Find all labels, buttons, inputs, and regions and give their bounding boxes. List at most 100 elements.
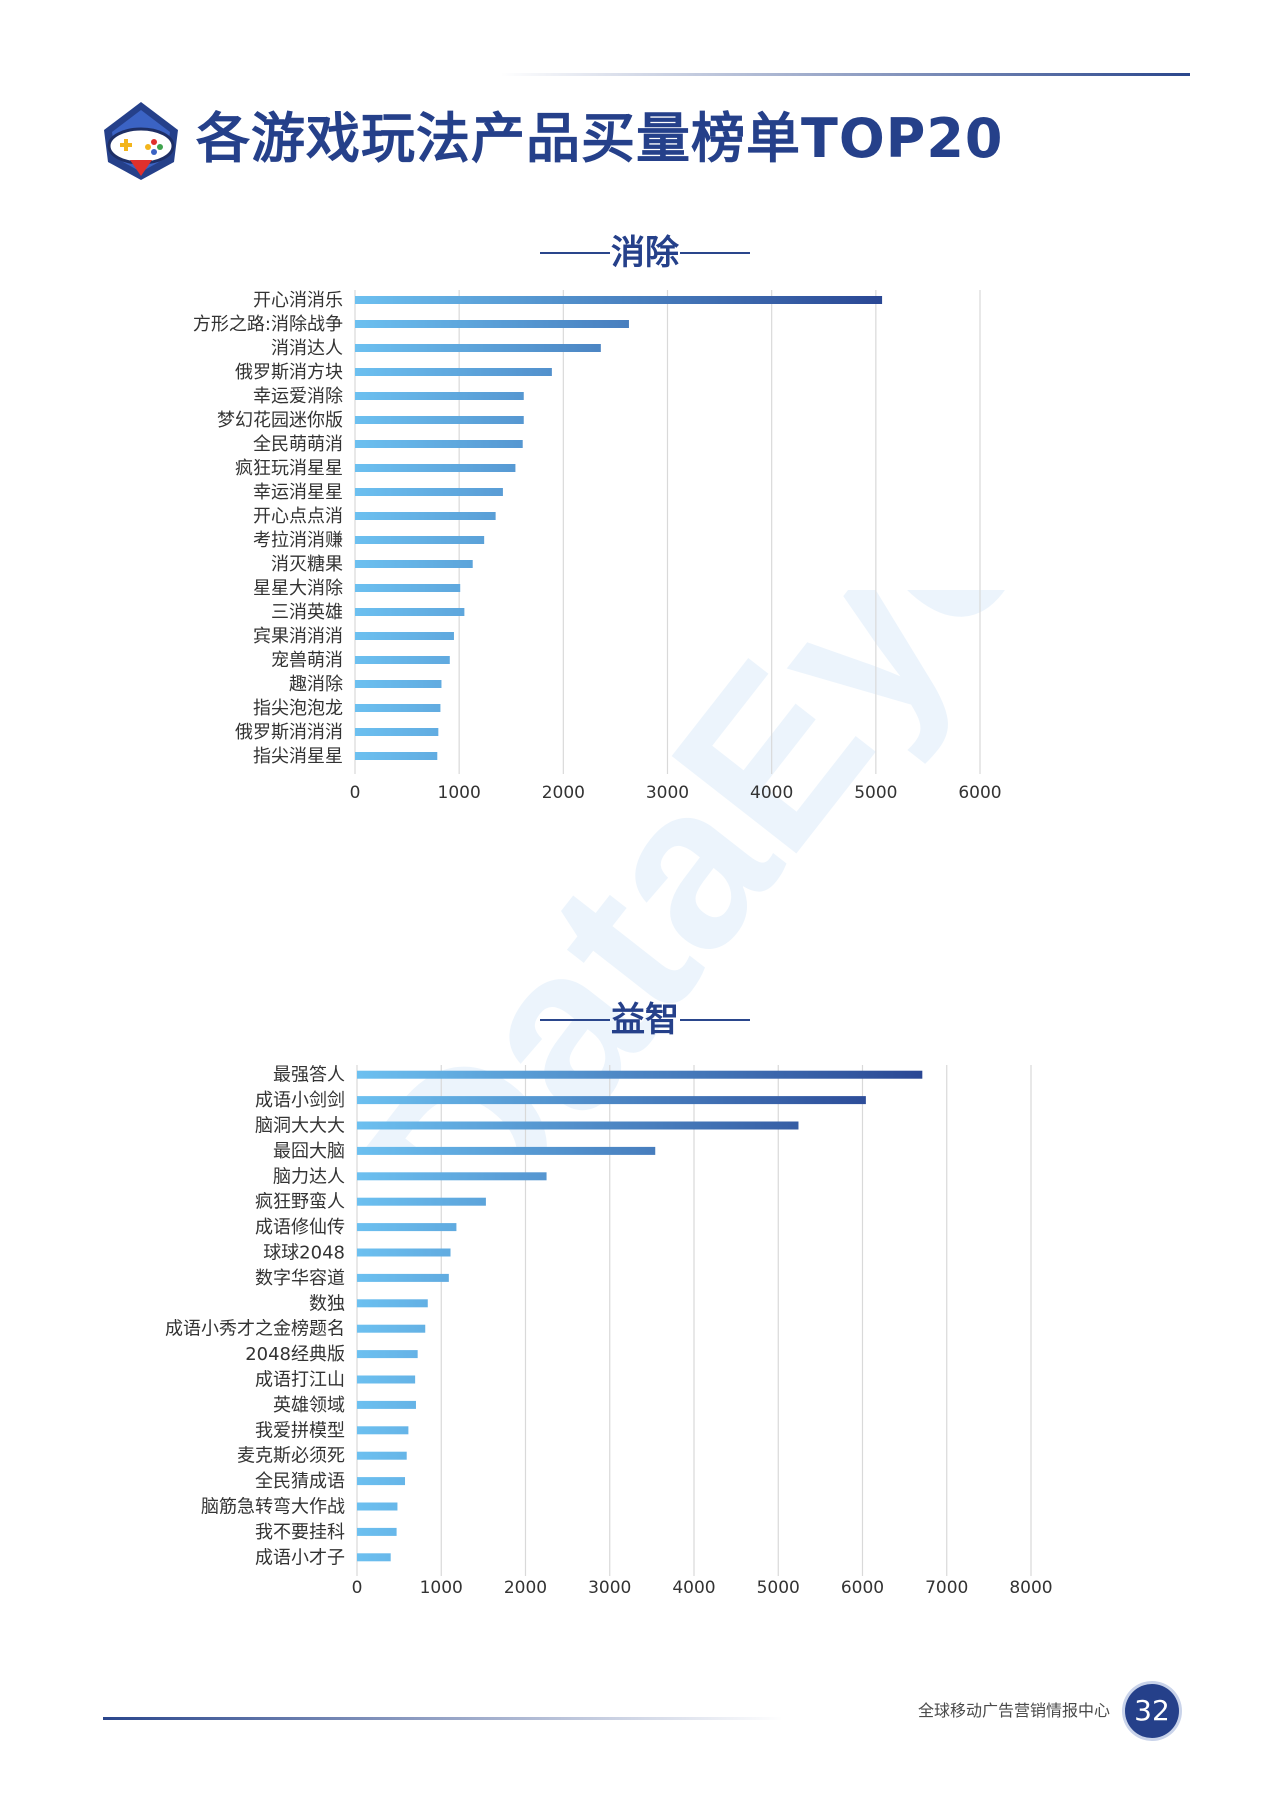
bar	[357, 1350, 418, 1359]
bar	[355, 416, 524, 424]
bar	[355, 320, 629, 328]
x-tick-label: 4000	[750, 783, 793, 803]
bar	[355, 536, 485, 544]
bar	[357, 1273, 449, 1282]
category-label: 方形之路:消除战争	[193, 314, 343, 335]
category-label: 脑洞大大大	[255, 1116, 345, 1137]
footer-rule	[103, 1717, 783, 1720]
category-label: 成语小才子	[255, 1547, 345, 1568]
x-tick-label: 4000	[672, 1578, 715, 1598]
category-label: 三消英雄	[271, 602, 343, 623]
category-label: 幸运爱消除	[253, 386, 343, 407]
bar	[357, 1375, 416, 1384]
bar	[357, 1477, 406, 1486]
bar	[357, 1223, 457, 1232]
bar	[355, 608, 465, 616]
category-label: 疯狂野蛮人	[255, 1192, 345, 1213]
category-label: 俄罗斯消方块	[235, 362, 343, 383]
x-tick-label: 6000	[958, 783, 1001, 803]
bar	[355, 728, 439, 736]
category-label: 消灭糖果	[271, 554, 343, 575]
bar	[355, 704, 441, 712]
category-label: 指尖泡泡龙	[253, 698, 343, 719]
bar	[357, 1527, 397, 1536]
bar	[357, 1172, 547, 1181]
elimination-bar-chart: 开心消消乐方形之路:消除战争消消达人俄罗斯消方块幸运爱消除梦幻花园迷你版全民萌萌…	[193, 290, 1002, 803]
category-label: 脑力达人	[273, 1166, 345, 1187]
bar	[355, 368, 552, 376]
header-rule	[500, 73, 1190, 76]
bar	[357, 1096, 866, 1105]
category-label: 最囧大脑	[273, 1141, 345, 1162]
bar	[355, 512, 496, 520]
bar	[357, 1502, 398, 1511]
category-label: 开心点点消	[253, 506, 343, 527]
bar	[357, 1197, 486, 1206]
bar	[357, 1121, 799, 1130]
category-label: 考拉消消赚	[253, 530, 343, 551]
x-tick-label: 1000	[420, 1578, 463, 1598]
bar	[355, 560, 473, 568]
category-label: 指尖消星星	[253, 746, 343, 767]
bar	[357, 1426, 409, 1435]
x-tick-label: 8000	[1009, 1578, 1052, 1598]
heading-rule-left	[540, 252, 610, 254]
x-tick-label: 0	[352, 1578, 363, 1598]
gamepad-logo-icon	[104, 102, 178, 180]
bar	[355, 752, 438, 760]
x-tick-label: 2000	[504, 1578, 547, 1598]
bar	[357, 1400, 416, 1409]
page-number-badge: 32	[1125, 1684, 1179, 1738]
bar	[357, 1451, 407, 1460]
category-label: 麦克斯必须死	[237, 1446, 345, 1467]
bar	[357, 1299, 428, 1308]
category-label: 消消达人	[271, 338, 343, 359]
bar	[357, 1553, 391, 1562]
category-label: 疯狂玩消星星	[235, 458, 343, 479]
category-label: 数独	[309, 1293, 345, 1314]
x-tick-label: 2000	[542, 783, 585, 803]
bar	[355, 296, 883, 304]
bar	[355, 392, 524, 400]
category-label: 幸运消星星	[253, 482, 343, 503]
section-heading-elimination: 消除	[500, 228, 760, 278]
page-title: 各游戏玩法产品买量榜单TOP20	[196, 107, 1004, 170]
heading-rule-right	[680, 252, 750, 254]
category-label: 数字华容道	[255, 1268, 345, 1289]
bar	[355, 488, 503, 496]
bar	[355, 680, 442, 688]
category-label: 梦幻花园迷你版	[217, 410, 343, 431]
bar	[355, 440, 523, 448]
category-label: 我爱拼模型	[255, 1420, 345, 1441]
bar	[357, 1146, 656, 1155]
x-tick-label: 1000	[438, 783, 481, 803]
x-tick-label: 0	[350, 783, 361, 803]
category-label: 我不要挂科	[255, 1522, 345, 1543]
section-title-puzzle: 益智	[611, 1000, 679, 1040]
category-label: 全民猜成语	[255, 1471, 345, 1492]
category-label: 最强答人	[273, 1065, 345, 1086]
category-label: 开心消消乐	[253, 290, 343, 311]
bar	[357, 1070, 923, 1079]
category-label: 2048经典版	[245, 1344, 345, 1365]
bar	[357, 1324, 426, 1333]
category-label: 成语打江山	[255, 1370, 345, 1391]
category-label: 全民萌萌消	[253, 434, 343, 455]
x-tick-label: 6000	[841, 1578, 884, 1598]
bar	[355, 632, 454, 640]
bar	[355, 464, 516, 472]
heading-rule-right	[680, 1019, 750, 1021]
section-title-elimination: 消除	[611, 233, 679, 273]
x-tick-label: 7000	[925, 1578, 968, 1598]
heading-rule-left	[540, 1019, 610, 1021]
bar	[355, 344, 601, 352]
category-label: 宠兽萌消	[271, 650, 343, 671]
category-label: 星星大消除	[253, 578, 343, 599]
category-label: 宾果消消消	[253, 626, 343, 647]
bar	[357, 1248, 451, 1257]
footer-org-name: 全球移动广告营销情报中心	[917, 1701, 1110, 1720]
category-label: 英雄领域	[273, 1395, 345, 1416]
bar	[355, 584, 461, 592]
bar	[355, 656, 450, 664]
